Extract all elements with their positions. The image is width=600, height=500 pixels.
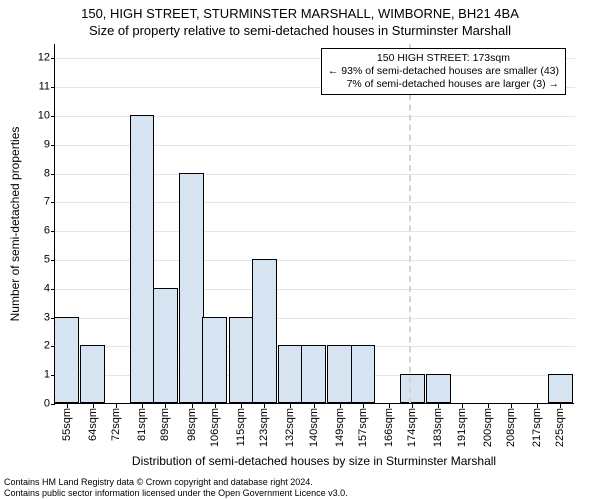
ytick-label: 11 <box>24 82 50 93</box>
ytick-label: 5 <box>24 255 50 266</box>
ytick-mark <box>51 145 55 146</box>
y-axis-label: Number of semi-detached properties <box>8 127 22 322</box>
footer-line2: Contains public sector information licen… <box>4 488 348 498</box>
title-sub: Size of property relative to semi-detach… <box>0 21 600 38</box>
ytick-mark <box>51 58 55 59</box>
plot-region: 012345678910111255sqm64sqm72sqm81sqm89sq… <box>54 44 574 404</box>
xtick-label: 106sqm <box>209 408 221 447</box>
histogram-bar <box>80 345 105 403</box>
ytick-mark <box>51 202 55 203</box>
ytick-mark <box>51 404 55 405</box>
xtick-label: 132sqm <box>284 408 296 447</box>
xtick-label: 157sqm <box>357 408 369 447</box>
xtick-label: 98sqm <box>186 408 198 441</box>
ytick-mark <box>51 174 55 175</box>
xtick-label: 217sqm <box>531 408 543 447</box>
ytick-mark <box>51 289 55 290</box>
annotation-line3: 7% of semi-detached houses are larger (3… <box>328 78 559 91</box>
xtick-label: 174sqm <box>406 408 418 447</box>
histogram-bar <box>351 345 376 403</box>
xtick-label: 115sqm <box>235 408 247 446</box>
histogram-bar <box>229 317 254 403</box>
histogram-bar <box>327 345 352 403</box>
xtick-label: 72sqm <box>110 408 122 441</box>
histogram-bar <box>400 374 425 403</box>
histogram-bar <box>179 173 204 403</box>
chart-area: 012345678910111255sqm64sqm72sqm81sqm89sq… <box>54 44 574 404</box>
histogram-bar <box>301 345 326 403</box>
xtick-label: 140sqm <box>308 408 320 447</box>
histogram-bar <box>202 317 227 403</box>
xtick-label: 200sqm <box>482 408 494 447</box>
histogram-bar <box>153 288 178 403</box>
xtick-label: 166sqm <box>383 408 395 447</box>
ytick-label: 1 <box>24 370 50 381</box>
ytick-label: 6 <box>24 226 50 237</box>
xtick-label: 123sqm <box>258 408 270 447</box>
xtick-label: 183sqm <box>432 408 444 447</box>
xtick-label: 149sqm <box>334 408 346 447</box>
ytick-label: 3 <box>24 312 50 323</box>
histogram-bar <box>252 259 277 403</box>
marker-line <box>409 44 411 403</box>
xtick-label: 191sqm <box>456 408 468 447</box>
histogram-bar <box>54 317 79 403</box>
xtick-label: 225sqm <box>554 408 566 447</box>
ytick-label: 9 <box>24 139 50 150</box>
histogram-bar <box>130 115 155 403</box>
histogram-bar <box>548 374 573 403</box>
ytick-label: 2 <box>24 341 50 352</box>
footer-attribution: Contains HM Land Registry data © Crown c… <box>4 477 348 498</box>
ytick-mark <box>51 116 55 117</box>
ytick-mark <box>51 87 55 88</box>
annotation-line2: ← 93% of semi-detached houses are smalle… <box>328 65 559 78</box>
title-main: 150, HIGH STREET, STURMINSTER MARSHALL, … <box>0 0 600 21</box>
xtick-label: 89sqm <box>159 408 171 441</box>
ytick-mark <box>51 231 55 232</box>
xtick-label: 55sqm <box>61 408 73 441</box>
ytick-mark <box>51 260 55 261</box>
ytick-label: 0 <box>24 399 50 410</box>
xtick-label: 208sqm <box>505 408 517 447</box>
annotation-line1: 150 HIGH STREET: 173sqm <box>328 52 559 65</box>
ytick-label: 10 <box>24 111 50 122</box>
ytick-label: 7 <box>24 197 50 208</box>
xtick-label: 64sqm <box>87 408 99 441</box>
ytick-label: 12 <box>24 53 50 64</box>
histogram-bar <box>278 345 303 403</box>
xtick-label: 81sqm <box>136 408 148 441</box>
histogram-bar <box>426 374 451 403</box>
ytick-label: 8 <box>24 168 50 179</box>
x-axis-label: Distribution of semi-detached houses by … <box>54 454 574 468</box>
footer-line1: Contains HM Land Registry data © Crown c… <box>4 477 348 487</box>
annotation-box: 150 HIGH STREET: 173sqm← 93% of semi-det… <box>321 48 566 95</box>
ytick-label: 4 <box>24 283 50 294</box>
